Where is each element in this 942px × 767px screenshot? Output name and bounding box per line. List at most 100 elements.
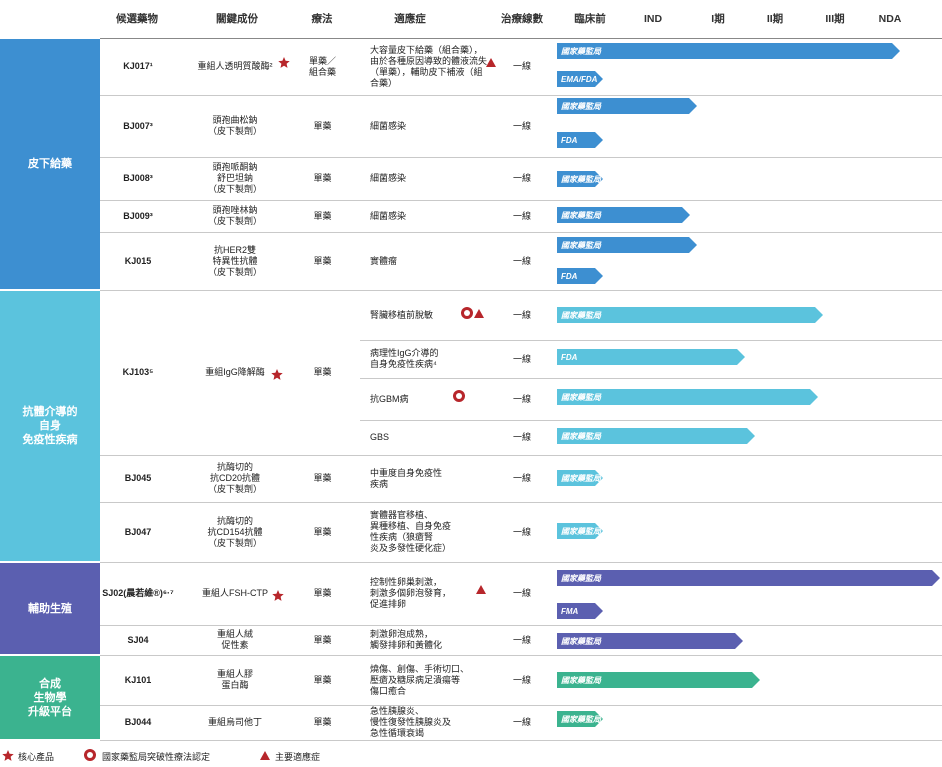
main-indication-triangle [476,585,486,594]
treatment-line: 一線 [512,432,531,442]
progress-arrow [557,672,760,688]
header-rule [100,38,942,39]
treatment-line: 一線 [512,393,531,404]
therapy: 單藥 [313,674,332,685]
drug-code: BJ008³ [123,173,153,183]
treatment-line: 一線 [512,120,531,131]
column-header: III期 [825,12,845,25]
progress-arrow [557,98,697,114]
indication: GBS [370,432,390,442]
progress-arrow [557,603,603,619]
ingredient: 重組人透明質酸酶² [197,61,273,71]
therapy: 單藥 [313,473,332,483]
therapy: 單藥 [313,588,332,598]
therapy: 單藥 [313,526,332,537]
column-header: 適應症 [394,12,426,25]
progress-arrow [557,470,603,486]
drug-rule [100,200,942,201]
approval-label: 國家藥監局 [561,432,602,441]
indication: 病理性IgG介導的 自身免疫性疾病⁴ [370,348,439,369]
drug-rule [100,625,942,626]
ingredient: 重組烏司他丁 [207,717,262,727]
ingredient: 頭孢唑林鈉 （皮下製劑） [207,205,262,226]
therapy: 單藥 [313,255,332,266]
indication-rule [360,420,942,421]
progress-arrow [557,633,743,649]
drug-rule [100,290,942,291]
legend-item: 核心產品 [18,751,55,762]
column-header: 治療線數 [501,12,543,25]
column-header: 關鍵成份 [216,12,258,25]
progress-arrow [557,268,603,284]
drug-code: BJ045 [124,473,152,483]
indication: 實體瘤 [370,255,398,266]
core-star [271,369,283,380]
group-label: 合成 生物學 升級平台 [0,656,100,739]
column-header: NDA [878,12,902,25]
therapy: 單藥／ 組合藥 [308,55,336,77]
drug-code: KJ015 [124,255,152,266]
ingredient: 頭孢曲松鈉 （皮下製劑） [207,115,262,136]
therapy: 單藥 [313,173,332,183]
progress-arrow [557,237,697,253]
treatment-line: 一線 [512,717,531,727]
drug-code: BJ047 [124,526,152,537]
main-indication-triangle [260,751,270,760]
drug-rule [100,502,942,503]
core-star [278,57,290,68]
column-header: 候選藥物 [116,12,158,25]
progress-arrow [557,71,603,87]
indication: 細菌感染 [370,210,407,221]
progress-arrow [557,171,603,187]
column-header: II期 [766,12,784,25]
progress-arrow [557,389,818,405]
indication: 實體器官移植、 異種移植、自身免疫 性疾病（狼瘡腎 炎及多發性硬化症） [370,510,452,553]
progress-arrow [557,132,603,148]
treatment-line: 一線 [512,210,531,221]
indication: 刺激卵泡成熟， 觸發排卵和黃體化 [370,629,443,650]
approval-label: FDA [561,272,578,281]
indication-rule [360,378,942,379]
therapy: 單藥 [313,717,332,727]
core-star [272,590,284,601]
approval-label: 國家藥監局 [561,211,602,220]
main-indication-triangle [474,309,484,318]
ingredient: 抗酶切的 抗CD20抗體 （皮下製劑） [207,462,262,494]
drug-rule [100,705,942,706]
drug-rule [100,562,942,563]
indication: 細菌感染 [370,173,407,183]
approval-label: EMA/FDA [561,75,598,84]
approval-label: FDA [561,353,578,362]
treatment-line: 一線 [512,173,531,183]
drug-code: SJ04 [127,634,149,645]
treatment-line: 一線 [512,526,531,537]
indication: 控制性卵巢刺激， 刺激多個卵泡發育， 促進排卵 [370,577,452,609]
indication: 中重度自身免疫性 疾病 [370,467,443,489]
approval-label: 國家藥監局 [561,574,602,583]
column-header: IND [643,12,663,25]
progress-arrow [557,349,745,365]
approval-label: 國家藥監局 [561,47,602,56]
approval-label: FMA [561,607,579,616]
therapy: 單藥 [313,367,332,377]
approval-label: FDA [561,136,578,145]
treatment-line: 一線 [512,61,531,71]
drug-rule [100,157,942,158]
indication: 抗GBM病 [370,393,409,404]
progress-arrow [557,207,690,223]
ingredient: 重組人絨 促性素 [216,629,253,650]
approval-label: 國家藥監局 [561,311,602,320]
column-header: I期 [711,12,725,25]
group-label: 輔助生殖 [0,563,100,654]
approval-label: 國家藥監局 [561,715,602,724]
indication-rule [360,340,942,341]
progress-arrow [557,711,603,727]
drug-code: BJ009³ [123,210,153,221]
approval-label: 國家藥監局 [561,102,602,111]
approval-label: 國家藥監局 [561,474,602,483]
indication: 大容量皮下給藥（組合藥），由於各種原因導致的體液流失（單藥），輔助皮下補液（組合… [370,44,488,88]
treatment-line: 一線 [512,588,531,598]
column-header: 療法 [311,12,333,25]
